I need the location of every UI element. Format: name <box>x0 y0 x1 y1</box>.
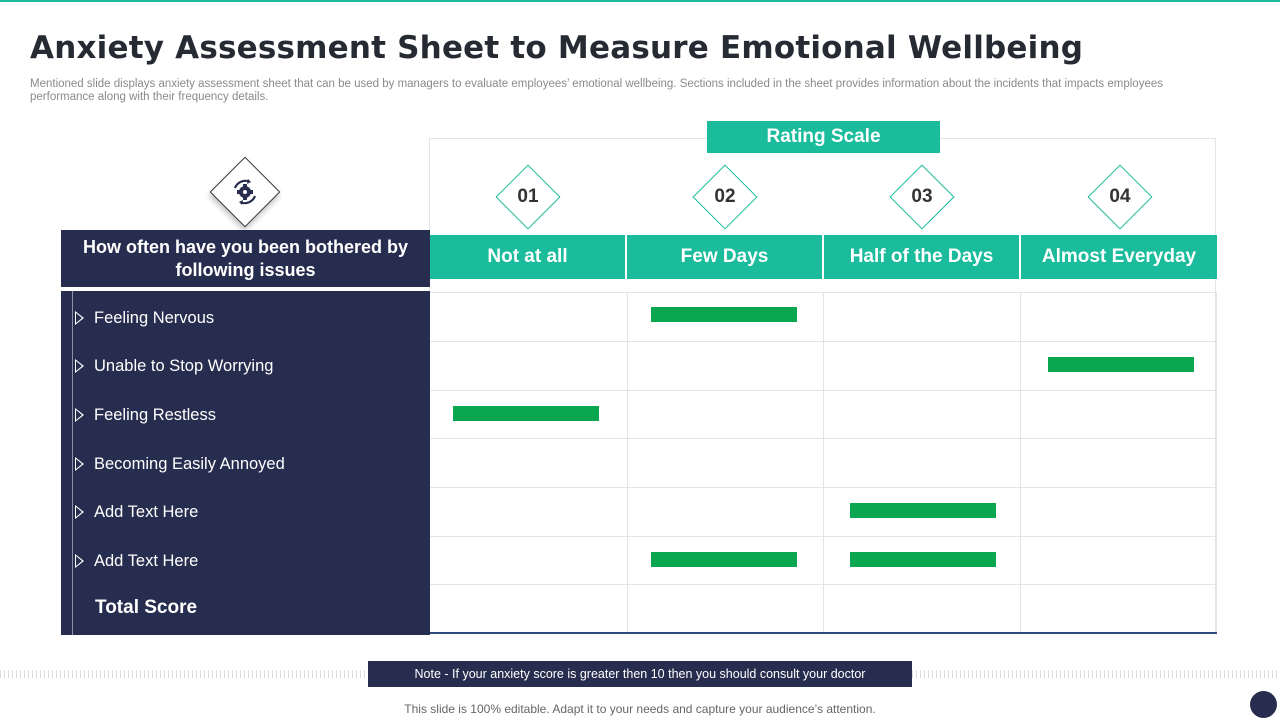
response-bar-row3-col1 <box>453 406 599 421</box>
note-banner: Note - If your anxiety score is greater … <box>368 661 912 687</box>
issue-row-4: Becoming Easily Annoyed <box>75 452 285 476</box>
footer-text: This slide is 100% editable. Adapt it to… <box>404 702 876 716</box>
issues-panel-divider <box>72 291 73 635</box>
corner-dot <box>1250 691 1277 718</box>
response-bar-row2-col4 <box>1048 357 1194 372</box>
gear-refresh-icon <box>233 179 257 205</box>
ruler-decoration-left <box>0 670 368 678</box>
scale-number-1: 01 <box>517 186 539 207</box>
grid-col-line <box>823 292 824 633</box>
grid-col-line <box>627 292 628 633</box>
response-bar-row1-col2 <box>651 307 797 322</box>
response-bar-row5-col3 <box>850 503 996 518</box>
ruler-decoration-right <box>912 670 1280 678</box>
page-title: Anxiety Assessment Sheet to Measure Emot… <box>30 30 1084 66</box>
issue-row-2: Unable to Stop Worrying <box>75 354 273 378</box>
column-header-half-days: Half of the Days <box>824 235 1019 279</box>
grid-bottom-line <box>430 632 1217 634</box>
triangle-bullet-icon <box>75 554 84 568</box>
column-header-almost-everyday: Almost Everyday <box>1021 235 1217 279</box>
page-subtitle: Mentioned slide displays anxiety assessm… <box>30 78 1163 103</box>
grid-col-line <box>1216 292 1217 633</box>
issue-label: Unable to Stop Worrying <box>94 356 274 375</box>
issues-panel <box>61 291 430 635</box>
triangle-bullet-icon <box>75 408 84 422</box>
triangle-bullet-icon <box>75 457 84 471</box>
column-header-few-days: Few Days <box>627 235 822 279</box>
scale-number-2: 02 <box>714 186 736 207</box>
top-accent-line <box>0 0 1280 2</box>
response-bar-row6-col2 <box>651 552 797 567</box>
scale-number-3: 03 <box>911 186 933 207</box>
issue-label: Add Text Here <box>94 502 199 521</box>
issue-row-6: Add Text Here <box>75 549 198 573</box>
rating-scale-header: Rating Scale <box>707 121 940 153</box>
total-score-label: Total Score <box>95 597 198 618</box>
issue-row-1: Feeling Nervous <box>75 306 214 330</box>
issue-label: Add Text Here <box>94 551 199 570</box>
response-bar-row6-col3 <box>850 552 996 567</box>
column-header-not-at-all: Not at all <box>430 235 625 279</box>
issue-label: Feeling Nervous <box>94 308 215 327</box>
issue-row-3: Feeling Restless <box>75 403 216 427</box>
scale-number-4: 04 <box>1109 186 1131 207</box>
grid-col-line <box>1020 292 1021 633</box>
issue-row-5: Add Text Here <box>75 500 198 524</box>
question-header: How often have you been bothered by foll… <box>61 230 430 287</box>
issue-label: Feeling Restless <box>94 405 216 424</box>
issue-label: Becoming Easily Annoyed <box>94 454 285 473</box>
triangle-bullet-icon <box>75 359 84 373</box>
triangle-bullet-icon <box>75 505 84 519</box>
triangle-bullet-icon <box>75 311 84 325</box>
